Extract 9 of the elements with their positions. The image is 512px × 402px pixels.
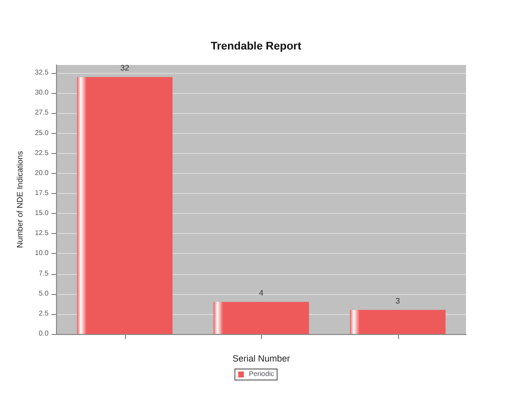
- data-label: 4: [259, 288, 264, 298]
- bar: [77, 77, 173, 334]
- data-label: 3: [396, 296, 401, 306]
- chart-title: Trendable Report: [210, 40, 302, 52]
- data-label: 32: [120, 64, 130, 73]
- y-axis-title: Number of NDE Indications: [16, 151, 24, 248]
- bar: [213, 302, 310, 334]
- x-axis-title: Serial Number: [232, 354, 290, 364]
- bar: [350, 310, 446, 334]
